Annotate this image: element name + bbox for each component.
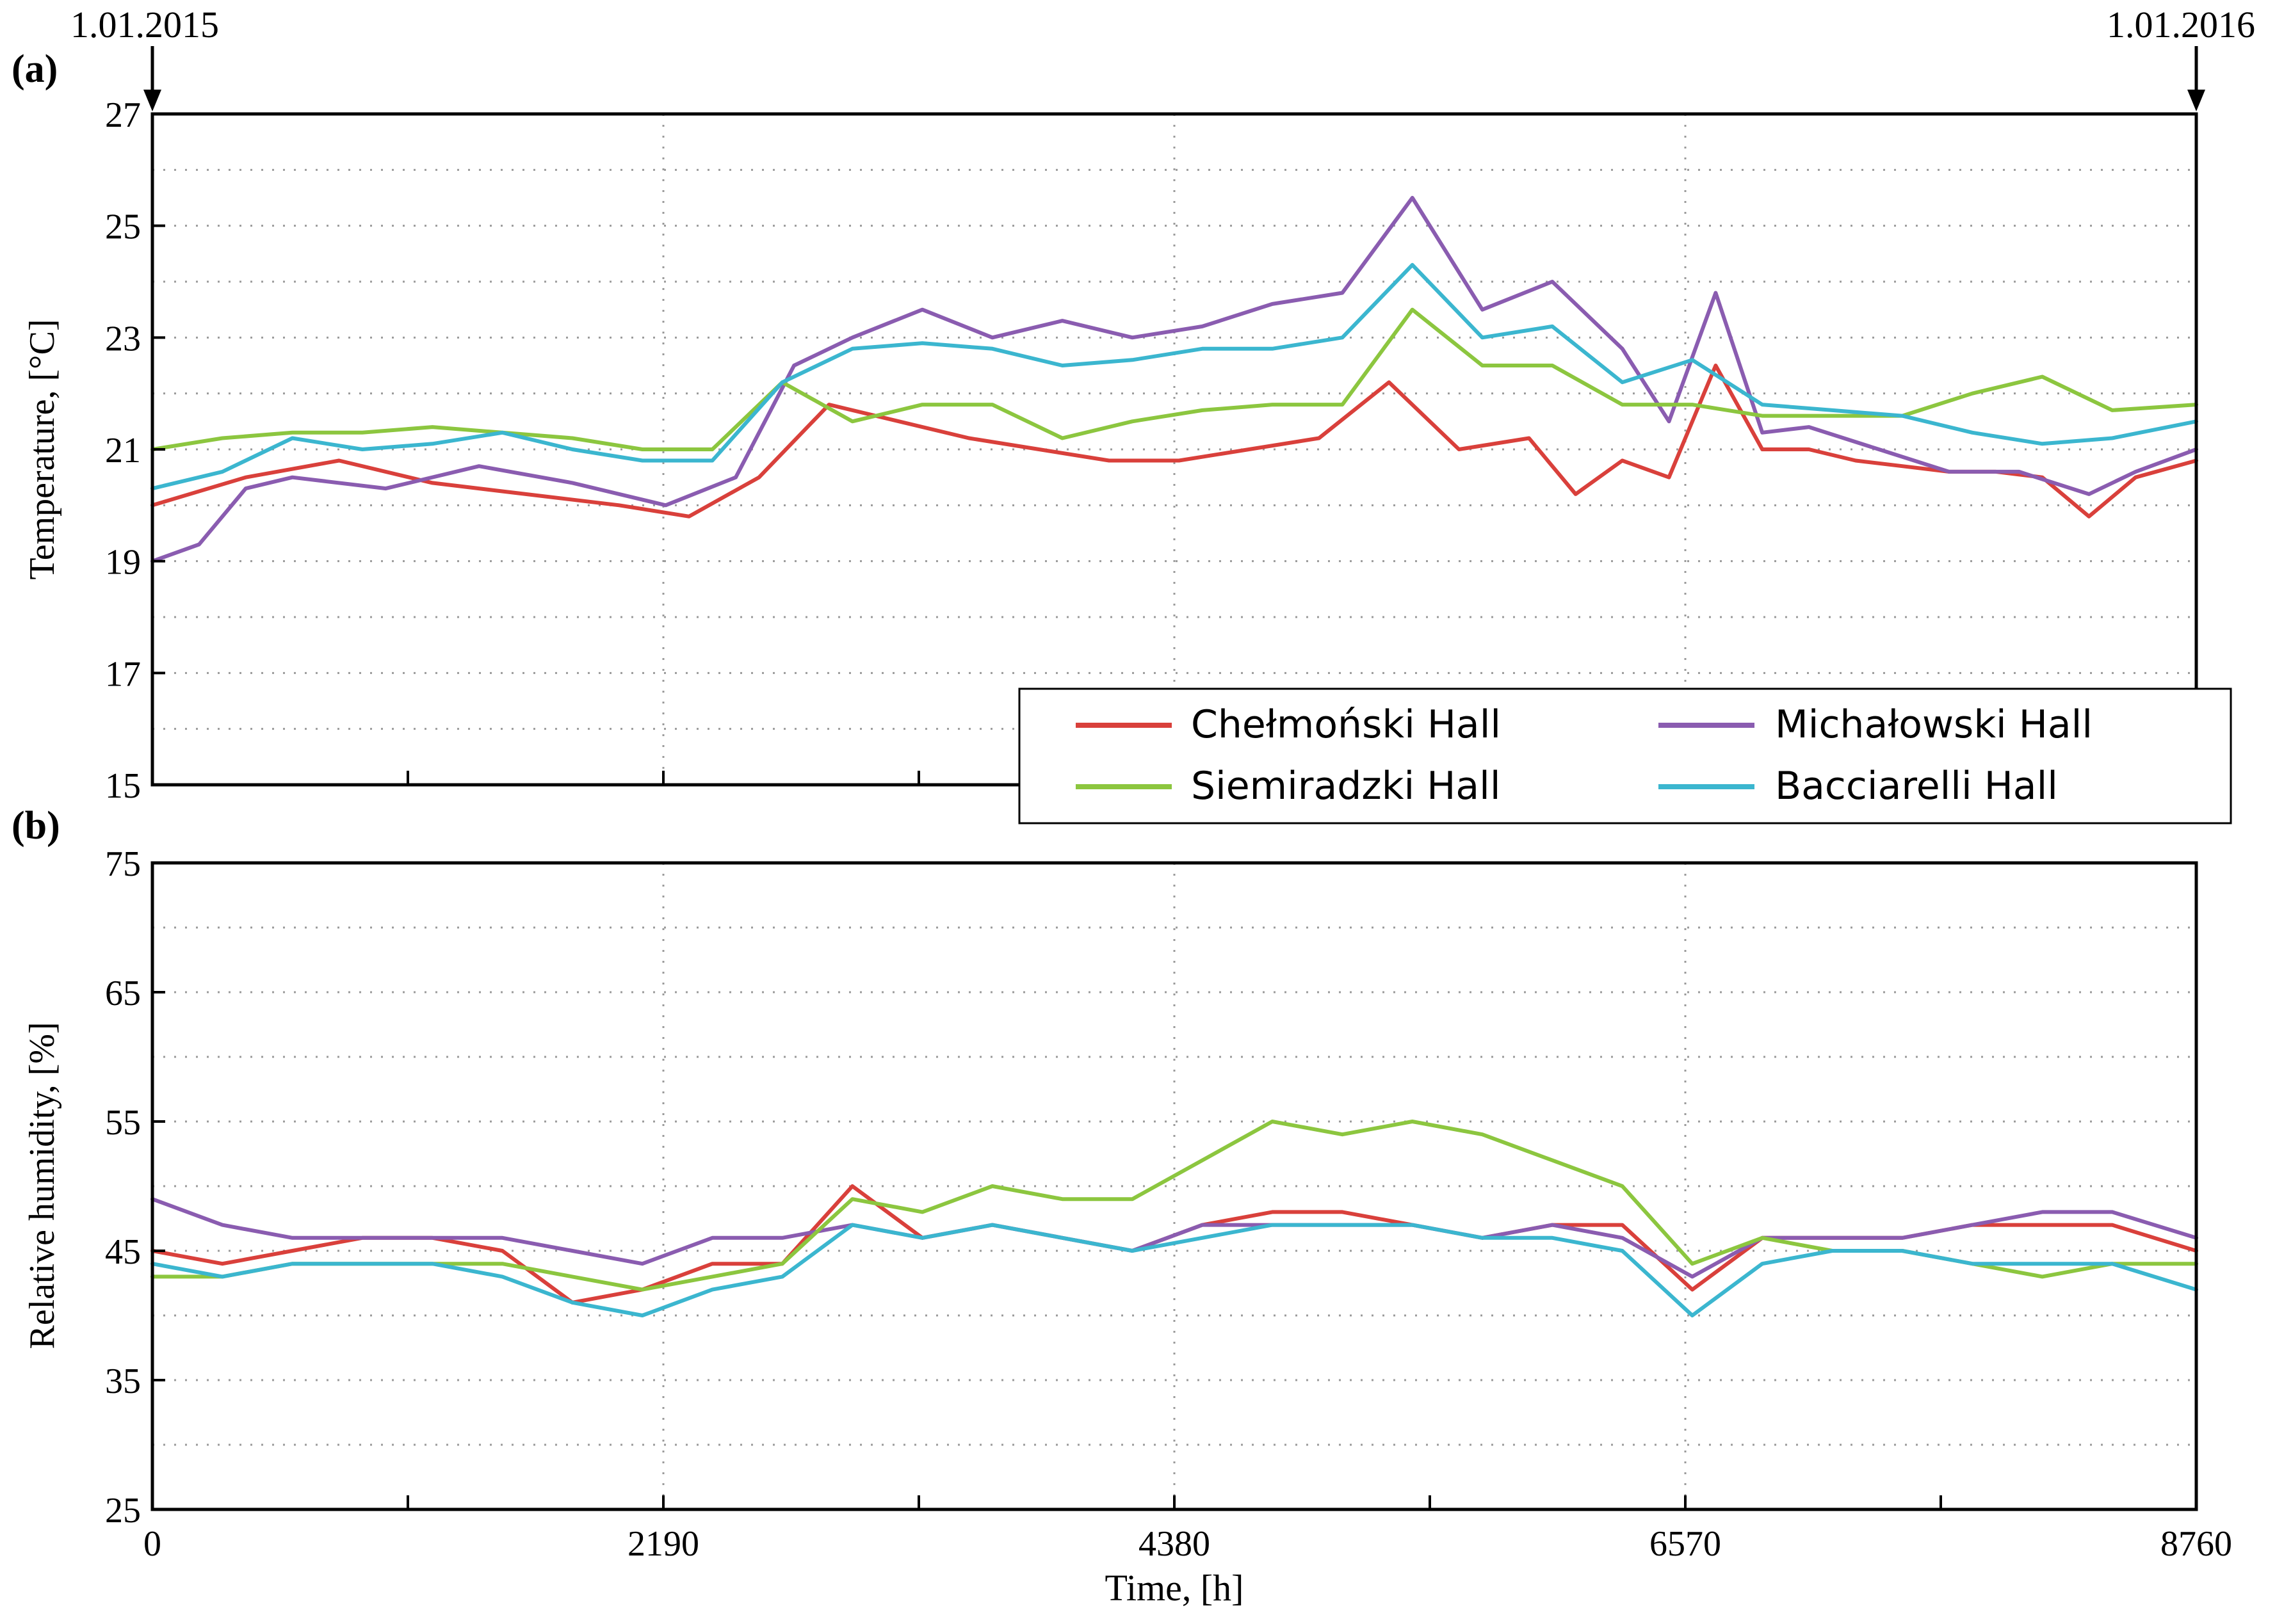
y-tick-label: 21 <box>105 431 141 470</box>
series-line-siemiradzki-hall <box>150 307 2198 451</box>
legend-label-siemiradzki: Siemiradzki Hall <box>1191 764 1501 808</box>
x-tick-label: 6570 <box>1649 1524 1721 1564</box>
y-tick-label: 55 <box>105 1103 141 1143</box>
temperature-y-axis-label: Temperature, [°C] <box>22 319 62 579</box>
date-start-arrow <box>143 46 161 111</box>
date-end-label: 1.01.2016 <box>2107 4 2255 45</box>
y-tick-label: 17 <box>105 654 141 694</box>
humidity-plot-frame <box>150 861 2198 1511</box>
legend-label-michalowski: Michałowski Hall <box>1775 702 2093 747</box>
x-tick-label: 8760 <box>2160 1524 2232 1564</box>
humidity-panel: (b) 25 35 45 55 65 75 0 2190 4380 6570 8760 Relat… <box>12 804 2232 1609</box>
y-tick-label: 65 <box>105 974 141 1013</box>
legend: Chełmoński Hall Michałowski Hall Siemira… <box>1018 687 2232 824</box>
y-tick-label: 25 <box>105 207 141 247</box>
series-line-bacciarelli-hall <box>150 262 2198 491</box>
humidity-y-ticks: 25 35 45 55 65 75 <box>105 844 165 1531</box>
series-line-micha-owski-hall <box>150 196 2198 563</box>
x-tick-label: 4380 <box>1138 1524 1210 1564</box>
y-tick-label: 35 <box>105 1362 141 1401</box>
x-tick-label: 0 <box>143 1524 161 1564</box>
panel-label-b: (b) <box>12 804 60 848</box>
legend-label-bacciarelli: Bacciarelli Hall <box>1775 764 2058 808</box>
humidity-y-axis-label: Relative humidity, [%] <box>22 1022 62 1349</box>
legend-box <box>1018 687 2232 824</box>
date-start-label: 1.01.2015 <box>70 4 219 45</box>
series-line-micha-owski-hall <box>150 1197 2198 1279</box>
y-tick-label: 23 <box>105 319 141 358</box>
y-tick-label: 45 <box>105 1232 141 1272</box>
temperature-y-ticks: 15 17 19 21 23 25 27 <box>105 95 165 806</box>
temperature-panel: (a) 15 17 19 21 23 25 27 Temperature, [°C] Che… <box>12 47 2232 824</box>
humidity-series <box>150 1120 2198 1317</box>
legend-label-chelmonski: Chełmoński Hall <box>1191 702 1501 747</box>
y-tick-label: 25 <box>105 1491 141 1531</box>
panel-label-a: (a) <box>12 47 58 91</box>
y-tick-label: 75 <box>105 844 141 884</box>
series-line-bacciarelli-hall <box>150 1223 2198 1317</box>
y-tick-label: 15 <box>105 766 141 806</box>
x-tick-label: 2190 <box>628 1524 699 1564</box>
y-tick-label: 27 <box>105 95 141 135</box>
y-tick-label: 19 <box>105 543 141 583</box>
temperature-series <box>150 196 2198 563</box>
x-axis-label: Time, [h] <box>1105 1567 1244 1609</box>
humidity-x-ticks: 0 2190 4380 6570 8760 <box>143 1495 2232 1564</box>
date-end-arrow <box>2187 46 2205 111</box>
